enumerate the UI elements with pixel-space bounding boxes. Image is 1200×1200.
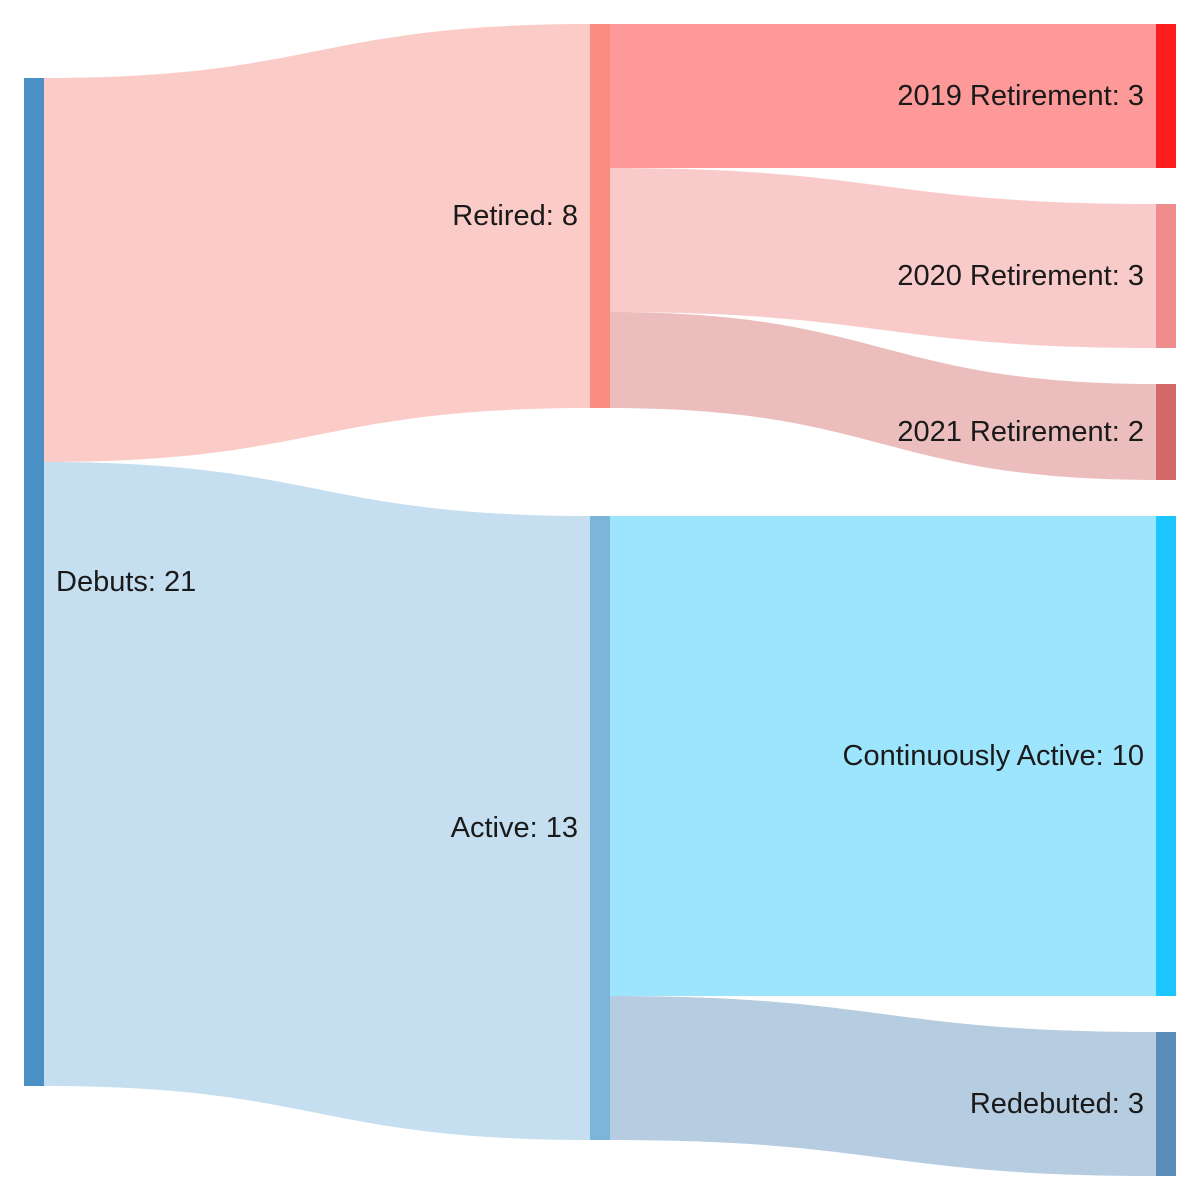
label-r2021: 2021 Retirement: 2 xyxy=(897,416,1144,448)
label-retired: Retired: 8 xyxy=(452,200,578,232)
node-active xyxy=(590,516,610,1140)
node-cont xyxy=(1156,516,1176,996)
link-active-to-cont xyxy=(610,516,1156,996)
node-redeb xyxy=(1156,1032,1176,1176)
link-debuts-to-active xyxy=(44,462,590,1140)
link-retired-to-r2021 xyxy=(610,312,1156,480)
sankey-labels: Debuts: 21 Retired: 8 Active: 13 2019 Retir… xyxy=(56,80,1144,1120)
sankey-nodes xyxy=(24,24,1176,1176)
link-retired-to-r2019 xyxy=(610,24,1156,168)
node-r2021 xyxy=(1156,384,1176,480)
node-r2019 xyxy=(1156,24,1176,168)
label-redeb: Redebuted: 3 xyxy=(970,1088,1144,1120)
label-r2020: 2020 Retirement: 3 xyxy=(897,260,1144,292)
label-cont: Continuously Active: 10 xyxy=(843,740,1144,772)
sankey-links xyxy=(44,24,1156,1176)
link-debuts-to-retired xyxy=(44,24,590,462)
node-debuts xyxy=(24,78,44,1086)
label-r2019: 2019 Retirement: 3 xyxy=(897,80,1144,112)
link-retired-to-r2020 xyxy=(610,168,1156,348)
node-retired xyxy=(590,24,610,408)
link-active-to-redeb xyxy=(610,996,1156,1176)
label-active: Active: 13 xyxy=(451,812,578,844)
node-r2020 xyxy=(1156,204,1176,348)
label-debuts: Debuts: 21 xyxy=(56,566,196,598)
